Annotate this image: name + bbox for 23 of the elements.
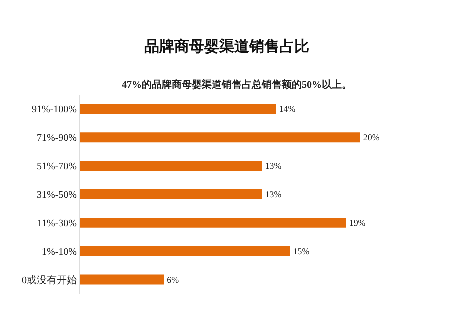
y-tick-label: 1%-10% <box>42 246 77 258</box>
data-label: 14% <box>279 104 296 114</box>
bar <box>80 132 360 143</box>
y-tick-label: 31%-50% <box>37 190 77 201</box>
data-label: 15% <box>293 246 310 256</box>
data-label: 20% <box>363 132 380 143</box>
data-label: 13% <box>265 189 282 200</box>
data-label: 6% <box>167 274 180 285</box>
bar <box>80 104 276 114</box>
y-tick-label: 0或没有开始 <box>22 274 77 286</box>
bar <box>80 218 346 228</box>
y-tick-label: 11%-30% <box>37 218 77 230</box>
bar <box>80 274 164 285</box>
bar <box>80 190 262 200</box>
bar <box>80 161 262 172</box>
y-tick-label: 71%-90% <box>37 133 77 144</box>
y-tick-label: 51%-70% <box>37 162 77 173</box>
y-tick-label: 91%-100% <box>32 104 77 116</box>
bar <box>80 246 290 256</box>
chart-title: 品牌商母婴渠道销售占比 <box>144 37 310 56</box>
data-label: 19% <box>349 218 366 228</box>
data-label: 13% <box>265 161 282 172</box>
chart-subtitle: 47%的品牌商母婴渠道销售占总销售额的50%以上。 <box>122 79 352 91</box>
